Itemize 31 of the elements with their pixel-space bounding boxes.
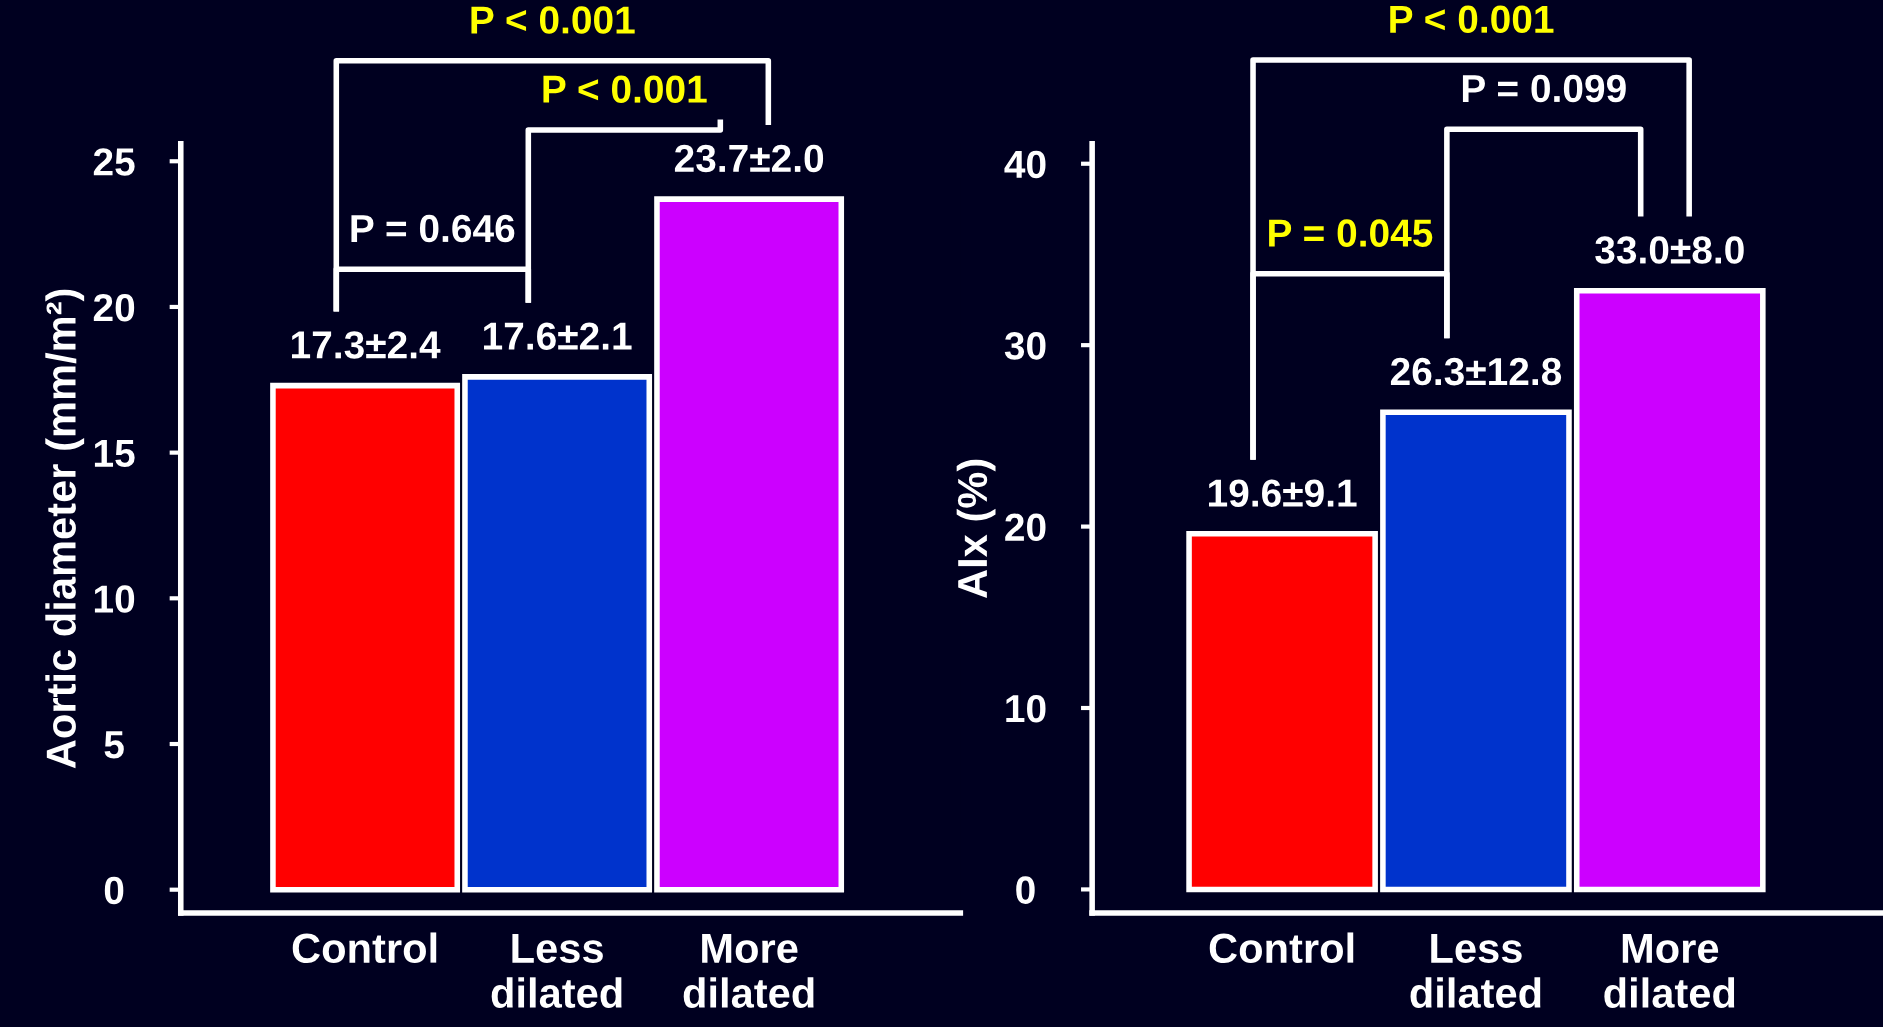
x-tick-label: More dilated: [683, 933, 814, 1008]
y-tick-label: 30: [1004, 332, 1046, 360]
y-axis-title: AIx (%): [956, 459, 996, 598]
text: P = 0.099: [1462, 74, 1626, 103]
data-label: 17.3±2.4: [292, 331, 441, 359]
data-label: 19.6±9.1: [1209, 479, 1357, 507]
text: P < 0.001: [1390, 5, 1554, 34]
x-tick-label: More dilated: [1604, 933, 1735, 1008]
x-tick-label: Less dilated: [1410, 933, 1541, 1008]
y-tick-label: 20: [93, 293, 135, 322]
data-label: 26.3±12.8: [1390, 357, 1562, 386]
data-label: 33.0±8.0: [1595, 236, 1744, 264]
y-tick-label: 10: [94, 585, 135, 613]
text: P < 0.001: [471, 6, 635, 34]
y-tick-label: 15: [94, 439, 135, 468]
y-tick-label: 0: [104, 876, 124, 905]
x-tick-label: Control: [1209, 932, 1354, 964]
y-tick-label: 40: [1004, 150, 1046, 179]
x-tick-label: Control: [292, 932, 437, 964]
data-label: 17.6±2.1: [484, 322, 632, 350]
text: P < 0.001: [543, 75, 707, 103]
annotation: P = 0.646: [351, 214, 515, 243]
annotation: P = 0.045: [1269, 219, 1433, 247]
y-tick-label: 0: [1016, 876, 1035, 904]
y-tick-label: 10: [1006, 694, 1046, 723]
x-tick-label: Less dilated: [491, 933, 622, 1008]
y-axis-title: Aortic diameter (mm/m²): [45, 289, 85, 769]
data-label: 23.7±2.0: [674, 144, 824, 173]
y-tick-label: 20: [1005, 513, 1046, 542]
y-tick-label: 5: [104, 731, 124, 759]
y-tick-label: 25: [93, 148, 135, 176]
